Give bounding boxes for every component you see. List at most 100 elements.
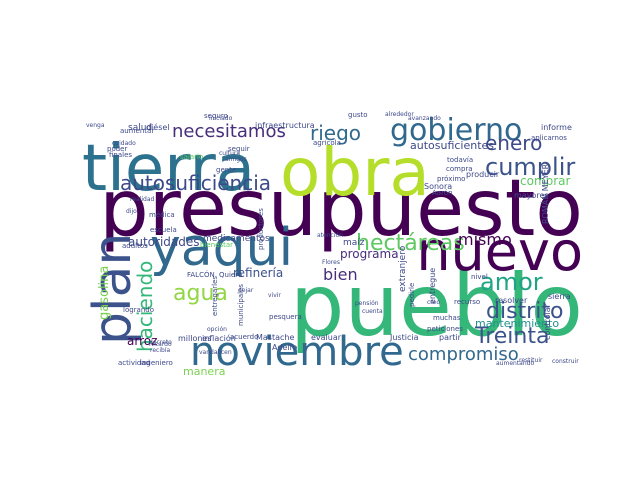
cloud-word: programa bbox=[340, 247, 399, 261]
cloud-word: creo bbox=[427, 299, 440, 306]
cloud-word: atención bbox=[317, 232, 343, 239]
cloud-word: cumplir bbox=[485, 153, 575, 181]
cloud-word: comprar bbox=[520, 174, 571, 188]
cloud-word: diésel bbox=[146, 122, 170, 132]
cloud-word: vandalicen bbox=[199, 349, 232, 356]
cloud-word: poder bbox=[107, 145, 127, 153]
cloud-word: gobierno bbox=[390, 113, 522, 148]
cloud-word: bienestar bbox=[200, 241, 233, 249]
cloud-word: presupuesto bbox=[99, 164, 583, 254]
cloud-word: amigos bbox=[225, 156, 247, 163]
cloud-word: plan bbox=[83, 233, 143, 345]
cloud-word: gasolina bbox=[97, 266, 112, 320]
cloud-word: muchas bbox=[433, 314, 461, 322]
cloud-word: salud bbox=[128, 123, 152, 133]
cloud-word: venga bbox=[86, 122, 105, 129]
cloud-word: peticiones bbox=[427, 325, 463, 333]
cloud-word: cuenta bbox=[362, 308, 383, 315]
cloud-word: autosuficiencia bbox=[120, 171, 271, 195]
cloud-word: acuerdo bbox=[230, 333, 258, 341]
cloud-word: escuela bbox=[150, 226, 177, 234]
cloud-word: tierra bbox=[82, 132, 255, 206]
cloud-word: evaluar bbox=[311, 333, 342, 342]
cloud-word: autosuficientes bbox=[410, 139, 494, 152]
cloud-word: sierra bbox=[548, 292, 571, 301]
cloud-word: opción bbox=[207, 326, 227, 333]
cloud-word: enero bbox=[485, 131, 542, 155]
cloud-word: mismo bbox=[458, 230, 512, 249]
cloud-word: Treinta bbox=[474, 324, 549, 349]
cloud-word: refinería bbox=[233, 266, 283, 280]
cloud-word: entregarles bbox=[211, 276, 219, 316]
cloud-word: yaqui bbox=[150, 218, 293, 278]
cloud-word: nivel bbox=[471, 273, 488, 281]
cloud-word: millones bbox=[178, 334, 212, 343]
cloud-word: Ricardo bbox=[149, 341, 172, 348]
cloud-word: bien bbox=[323, 265, 358, 284]
cloud-word: extranjero bbox=[398, 245, 408, 292]
cloud-word: pesquera bbox=[269, 313, 302, 321]
cloud-word: recibía bbox=[150, 347, 170, 354]
cloud-word: actividad bbox=[118, 359, 150, 367]
cloud-word: mantenimiento bbox=[475, 317, 559, 330]
cloud-word: médica bbox=[149, 211, 175, 219]
cloud-word: agrícola bbox=[313, 139, 341, 147]
cloud-word: seguir bbox=[228, 145, 250, 153]
cloud-word: controlar bbox=[543, 303, 552, 340]
cloud-background bbox=[80, 110, 583, 372]
cloud-word: ingeniero bbox=[140, 359, 173, 367]
cloud-word: todavía bbox=[447, 156, 473, 164]
cloud-word: compromiso bbox=[408, 344, 519, 365]
cloud-word: agua bbox=[173, 281, 228, 306]
cloud-word: logrando bbox=[123, 306, 154, 314]
cloud-word: Mastache bbox=[256, 333, 294, 342]
cloud-word: informe bbox=[541, 123, 572, 132]
cloud-word: Aarón bbox=[432, 189, 453, 197]
cloud-word: ROMÁN MEYER bbox=[539, 163, 550, 224]
cloud-word: municipales bbox=[237, 284, 245, 326]
cloud-word: realidad bbox=[130, 196, 155, 203]
cloud-word: Sonora bbox=[424, 182, 452, 191]
cloud-word: nuevo bbox=[416, 220, 583, 283]
cloud-word: decreto bbox=[149, 339, 172, 346]
cloud-word: noviembre bbox=[190, 329, 404, 375]
cloud-word: entregue bbox=[428, 268, 437, 304]
cloud-word: iniciado bbox=[209, 115, 233, 122]
cloud-word: cultura bbox=[219, 150, 240, 157]
cloud-word: Quiero bbox=[219, 271, 242, 279]
cloud-word: finales bbox=[109, 151, 132, 159]
cloud-word: manera bbox=[183, 365, 225, 378]
cloud-word: alrededor bbox=[385, 111, 414, 118]
cloud-word: pueblo bbox=[290, 256, 583, 356]
cloud-word: autoridades bbox=[128, 235, 200, 249]
cloud-word: FALCÓN bbox=[187, 270, 215, 279]
cloud-word: mayores bbox=[514, 191, 549, 200]
cloud-word: avanzando bbox=[408, 115, 441, 122]
cloud-word: distrito bbox=[486, 299, 563, 324]
cloud-word: medicamentos bbox=[203, 234, 270, 244]
cloud-word: maíz bbox=[343, 238, 365, 248]
cloud-word: pedirle bbox=[408, 283, 416, 307]
cloud-word: riego bbox=[310, 121, 361, 145]
cloud-word: haciendo bbox=[133, 261, 157, 352]
cloud-word: Adelfo bbox=[272, 343, 297, 352]
cloud-word: partir bbox=[439, 333, 462, 342]
cloud-word: gente bbox=[216, 166, 236, 174]
cloud-word: inflación bbox=[202, 333, 236, 343]
cloud-word: productores bbox=[257, 208, 265, 250]
cloud-word: pensión bbox=[355, 300, 379, 307]
cloud-word: arroz bbox=[127, 334, 157, 348]
cloud-word: dejar bbox=[238, 287, 254, 294]
cloud-word: hectáreas bbox=[356, 231, 465, 256]
cloud-word: gusto bbox=[348, 111, 368, 119]
cloud-word: vivir bbox=[268, 292, 281, 299]
cloud-word: salario bbox=[180, 153, 203, 161]
cloud-word: aumentar bbox=[120, 127, 154, 135]
cloud-word: Flores bbox=[322, 259, 340, 266]
cloud-word: adultos bbox=[122, 242, 148, 250]
cloud-word: infraestructura bbox=[255, 121, 315, 130]
cloud-word: construir bbox=[552, 358, 579, 365]
cloud-word: obra bbox=[280, 134, 430, 211]
